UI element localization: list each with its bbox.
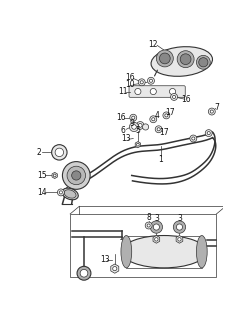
Circle shape bbox=[145, 222, 152, 229]
Circle shape bbox=[52, 145, 67, 160]
Circle shape bbox=[138, 79, 145, 86]
Circle shape bbox=[148, 77, 155, 84]
Ellipse shape bbox=[151, 47, 213, 76]
Circle shape bbox=[150, 116, 157, 123]
Ellipse shape bbox=[62, 188, 78, 200]
Circle shape bbox=[150, 221, 162, 233]
Circle shape bbox=[171, 93, 178, 100]
Circle shape bbox=[67, 166, 86, 185]
Circle shape bbox=[169, 88, 176, 95]
Circle shape bbox=[163, 112, 170, 119]
Circle shape bbox=[77, 266, 91, 280]
Text: 2: 2 bbox=[37, 148, 42, 157]
Polygon shape bbox=[135, 141, 141, 148]
Ellipse shape bbox=[177, 51, 194, 68]
Circle shape bbox=[199, 58, 208, 67]
Ellipse shape bbox=[196, 55, 210, 69]
Text: 13: 13 bbox=[100, 255, 110, 264]
Text: 7: 7 bbox=[214, 103, 219, 112]
Text: 16: 16 bbox=[125, 73, 135, 82]
Ellipse shape bbox=[121, 236, 132, 268]
Circle shape bbox=[176, 224, 183, 230]
Ellipse shape bbox=[122, 236, 206, 268]
Circle shape bbox=[173, 221, 186, 233]
Circle shape bbox=[143, 124, 149, 130]
Circle shape bbox=[59, 191, 62, 194]
Circle shape bbox=[149, 79, 153, 82]
Text: 11: 11 bbox=[118, 87, 127, 96]
Polygon shape bbox=[153, 236, 160, 243]
Text: 3: 3 bbox=[154, 214, 159, 223]
Circle shape bbox=[155, 238, 158, 241]
Circle shape bbox=[147, 224, 150, 227]
Text: 3: 3 bbox=[177, 214, 182, 223]
Circle shape bbox=[135, 88, 141, 95]
Circle shape bbox=[132, 116, 135, 119]
Circle shape bbox=[53, 174, 56, 177]
Circle shape bbox=[205, 130, 212, 137]
Circle shape bbox=[165, 114, 168, 117]
Text: 14: 14 bbox=[38, 188, 47, 197]
Circle shape bbox=[155, 126, 162, 133]
Circle shape bbox=[55, 148, 63, 156]
Circle shape bbox=[207, 132, 210, 135]
Circle shape bbox=[173, 95, 176, 99]
Circle shape bbox=[190, 135, 197, 142]
Text: 17: 17 bbox=[159, 128, 169, 137]
Circle shape bbox=[159, 53, 170, 64]
Polygon shape bbox=[52, 172, 57, 179]
Ellipse shape bbox=[64, 190, 76, 198]
Circle shape bbox=[136, 122, 144, 129]
Circle shape bbox=[150, 88, 156, 95]
Polygon shape bbox=[111, 264, 119, 273]
Circle shape bbox=[132, 124, 136, 129]
Text: 5: 5 bbox=[135, 125, 140, 134]
Circle shape bbox=[178, 238, 181, 241]
Circle shape bbox=[157, 128, 160, 131]
Text: 4: 4 bbox=[155, 111, 159, 120]
Circle shape bbox=[113, 267, 117, 271]
Circle shape bbox=[136, 143, 139, 146]
FancyBboxPatch shape bbox=[129, 86, 185, 97]
Circle shape bbox=[58, 189, 64, 196]
Text: 6: 6 bbox=[121, 125, 126, 134]
Circle shape bbox=[192, 137, 195, 140]
Text: 16: 16 bbox=[116, 113, 126, 122]
Text: 8: 8 bbox=[146, 213, 151, 222]
Text: 12: 12 bbox=[148, 40, 157, 49]
Circle shape bbox=[140, 81, 143, 84]
Ellipse shape bbox=[156, 50, 173, 67]
Circle shape bbox=[210, 110, 213, 113]
Circle shape bbox=[180, 54, 191, 65]
Circle shape bbox=[153, 224, 159, 230]
Text: 13: 13 bbox=[121, 134, 130, 143]
Ellipse shape bbox=[196, 236, 207, 268]
Text: 17: 17 bbox=[165, 108, 175, 117]
Text: 16: 16 bbox=[181, 95, 190, 104]
Circle shape bbox=[62, 162, 90, 189]
Circle shape bbox=[130, 114, 137, 121]
Circle shape bbox=[208, 108, 215, 115]
Text: 9: 9 bbox=[129, 119, 134, 128]
Polygon shape bbox=[176, 236, 183, 243]
Text: 10: 10 bbox=[125, 80, 135, 89]
Circle shape bbox=[72, 171, 81, 180]
Text: 15: 15 bbox=[38, 171, 47, 180]
Circle shape bbox=[138, 124, 142, 127]
Circle shape bbox=[129, 122, 139, 132]
Circle shape bbox=[152, 118, 155, 121]
Text: 1: 1 bbox=[159, 155, 163, 164]
Circle shape bbox=[80, 269, 88, 277]
